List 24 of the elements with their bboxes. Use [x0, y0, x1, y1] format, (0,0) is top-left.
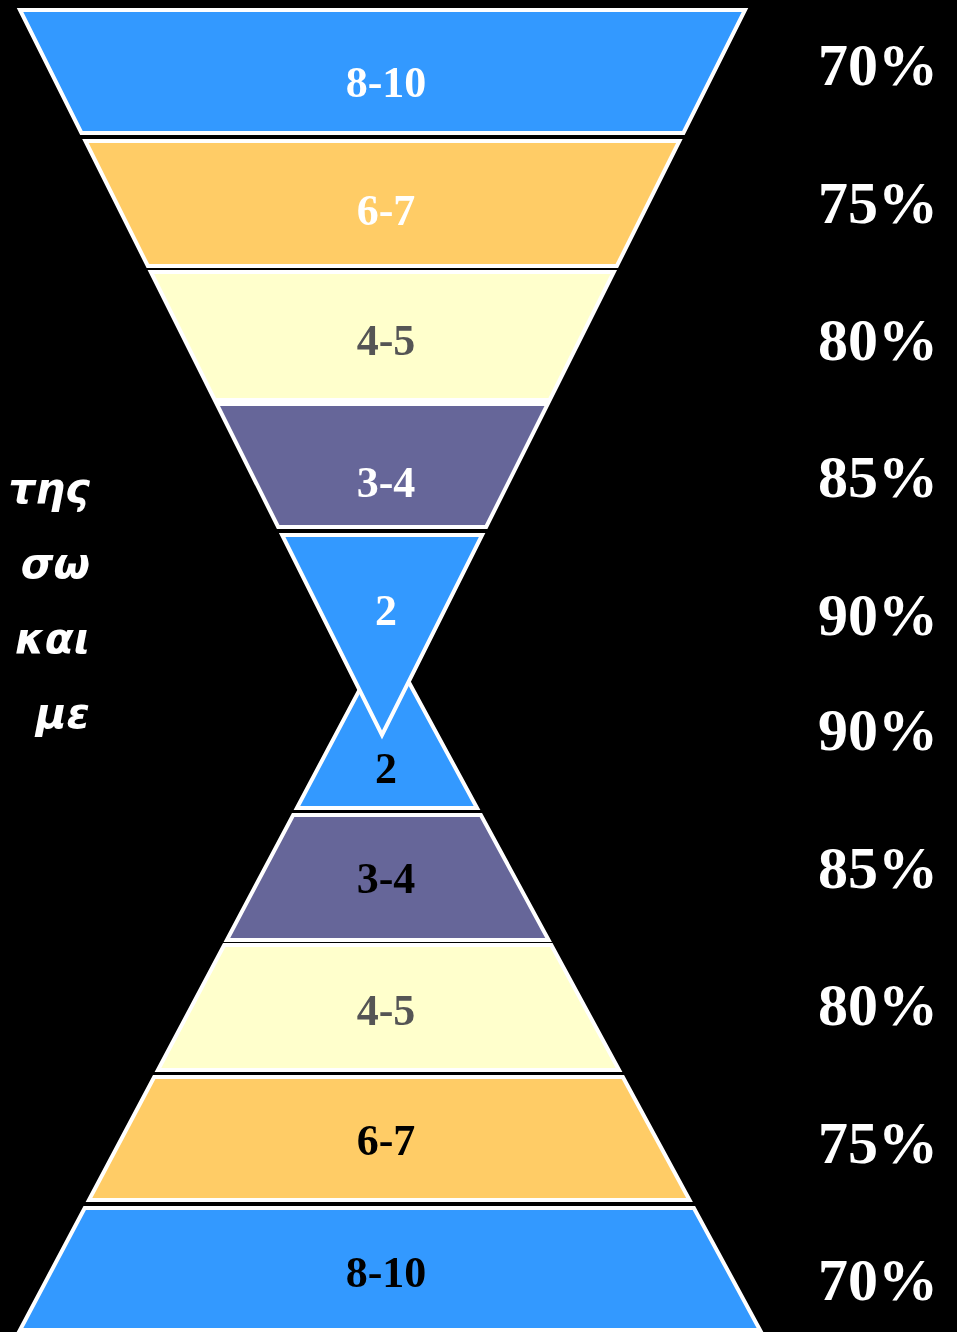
category-label: 2 [375, 585, 397, 635]
text: και [14, 613, 90, 663]
category-label: 6-7 [356, 1115, 416, 1165]
data-label: 75% [818, 1110, 938, 1176]
text: της [8, 463, 91, 513]
text: με [33, 688, 90, 738]
data-label: 90% [818, 582, 938, 648]
category-label: 3-4 [356, 457, 416, 507]
category-label: 2 [375, 743, 397, 793]
data-label: 80% [818, 972, 938, 1038]
category-label: 6-7 [356, 185, 416, 235]
data-label: 85% [818, 835, 938, 901]
text: σω [20, 538, 90, 588]
data-label: 70% [818, 32, 938, 98]
data-label: 70% [818, 1247, 938, 1313]
category-label: 8-10 [345, 1247, 427, 1297]
category-label: 8-10 [345, 57, 427, 107]
data-label: 75% [818, 170, 938, 236]
category-label: 4-5 [356, 315, 416, 365]
data-label: 80% [818, 307, 938, 373]
data-label: 85% [818, 444, 938, 510]
category-label: 4-5 [356, 985, 416, 1035]
category-label: 3-4 [356, 853, 416, 903]
data-label: 90% [818, 697, 938, 763]
